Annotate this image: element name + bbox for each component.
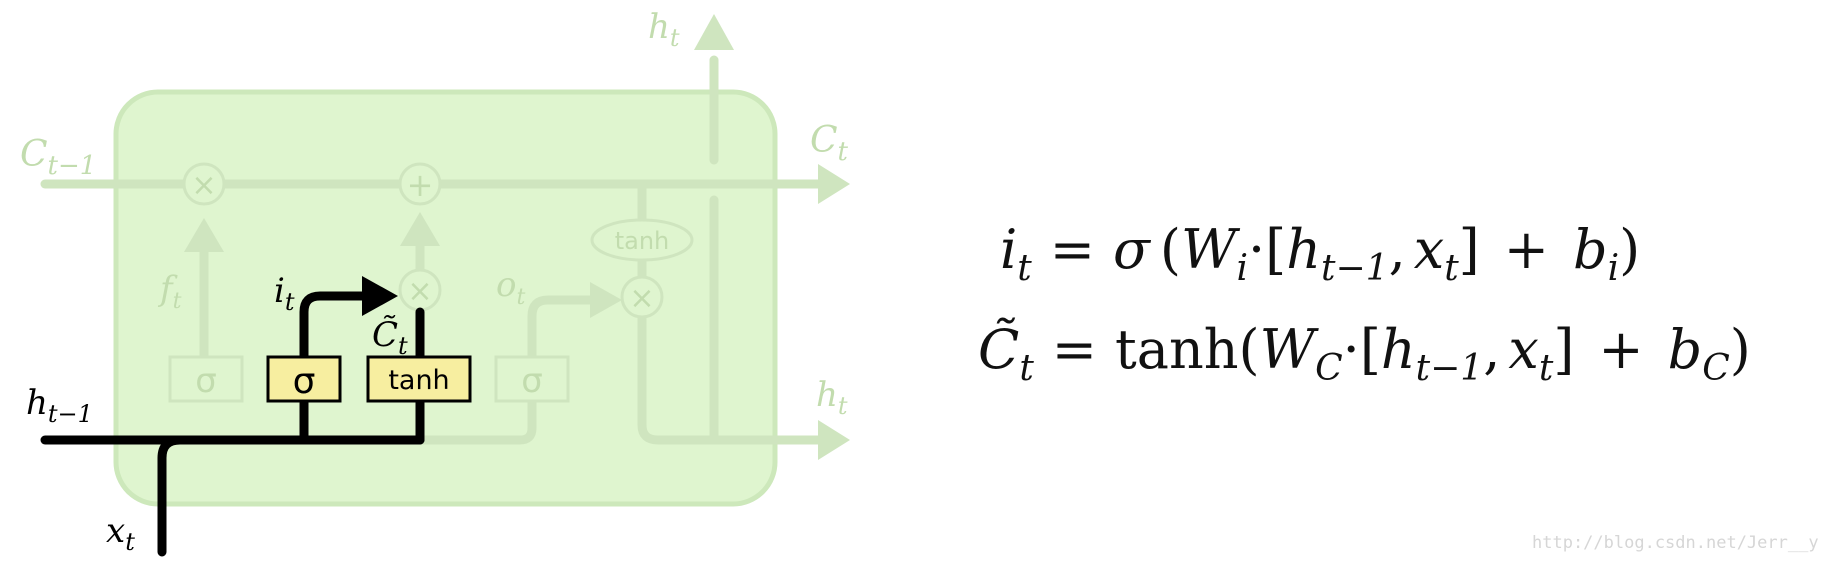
cell-tanh-symbol: tanh bbox=[615, 227, 670, 255]
cell-add-op bbox=[398, 162, 442, 206]
output-arrowhead bbox=[590, 282, 622, 318]
hidden-top-arrowhead bbox=[694, 14, 734, 50]
hidden-prev-label: ht−1 bbox=[26, 383, 93, 428]
candidate-gate-box bbox=[366, 355, 472, 403]
forget-gate-label: σ bbox=[195, 361, 217, 401]
active-connections bbox=[40, 291, 425, 557]
input-x-label: xt bbox=[106, 511, 135, 556]
input-arrowhead bbox=[400, 212, 440, 246]
cell-state-label: Ct bbox=[810, 120, 849, 167]
hidden-output-label: ht bbox=[816, 375, 848, 420]
output-gate-label: σ bbox=[521, 361, 543, 401]
forget-gate-box bbox=[168, 355, 244, 403]
cell-tanh-op bbox=[590, 218, 694, 262]
cell-state-arrowhead bbox=[818, 164, 850, 204]
active-gates: σ tanh bbox=[266, 355, 472, 403]
equation-input-gate: it = σ (Wi·[ht−1, xt] + bi) bbox=[1000, 218, 1640, 289]
equation-candidate: C̃t = tanh(WC·[ht−1, xt] + bC) bbox=[978, 317, 1751, 389]
watermark-url: http://blog.csdn.net/Jerr__y bbox=[1532, 533, 1819, 553]
output-multiply-symbol: × bbox=[629, 281, 654, 316]
hidden-output-arrowhead bbox=[818, 420, 850, 460]
input-gate-var-label: it bbox=[274, 271, 295, 316]
input-gate-arrowhead bbox=[362, 276, 398, 316]
input-gate-output-line bbox=[299, 291, 370, 361]
input-multiply-symbol: × bbox=[407, 274, 432, 309]
hidden-output-line bbox=[637, 313, 825, 445]
output-gate-box bbox=[494, 355, 570, 403]
output-gate-var-label: ot bbox=[496, 265, 525, 310]
cell-add-symbol: + bbox=[407, 166, 434, 204]
forget-arrowhead bbox=[184, 218, 224, 252]
faded-gates: σ σ bbox=[168, 355, 570, 403]
output-multiply-op bbox=[620, 275, 664, 319]
cell-state-prev-label: Ct−1 bbox=[20, 134, 96, 181]
forget-multiply-symbol: × bbox=[191, 168, 216, 203]
hidden-top-label: ht bbox=[648, 7, 680, 52]
candidate-gate-label: tanh bbox=[388, 365, 449, 396]
faded-arrowheads bbox=[184, 14, 850, 460]
input-gate-box bbox=[266, 355, 342, 403]
forget-multiply-op bbox=[182, 162, 226, 206]
input-gate-label: σ bbox=[293, 361, 316, 402]
pointwise-ops bbox=[182, 162, 694, 319]
candidate-var-label: C̃t bbox=[372, 315, 408, 360]
xt-line bbox=[157, 435, 185, 557]
